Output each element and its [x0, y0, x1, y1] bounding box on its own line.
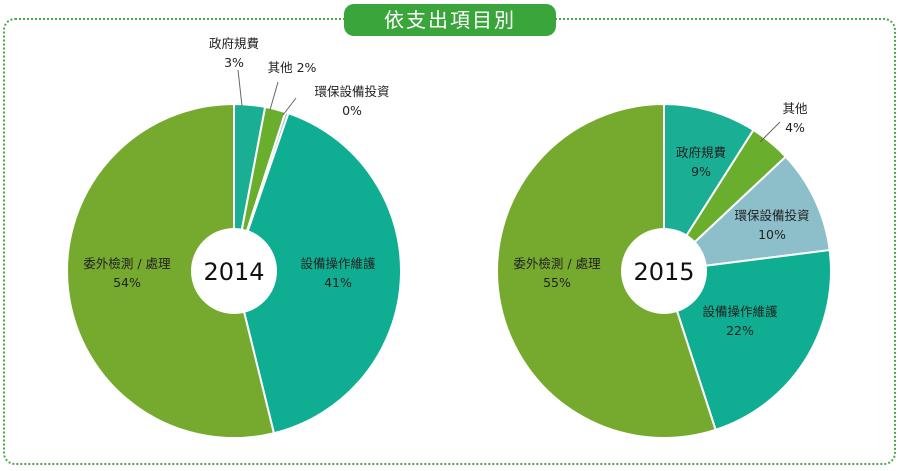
slice-label-outsourced: 委外檢測 / 處理 [513, 256, 601, 271]
slice-label-environmental: 環保設備投資 [734, 208, 809, 223]
pie-center-hole [621, 228, 707, 314]
slice-label-government: 政府規費 [209, 36, 259, 51]
slice-value-environmental: 10% [758, 227, 786, 242]
pie-slice-government [663, 102, 755, 275]
pie-slice-outsourced [66, 102, 276, 439]
slice-value-equipment: 41% [324, 275, 352, 290]
slice-label-equipment: 設備操作維護 [300, 256, 376, 271]
slice-label-equipment: 設備操作維護 [702, 304, 778, 319]
slice-value-outsourced: 54% [113, 275, 141, 290]
slice-value-outsourced: 55% [543, 275, 571, 290]
slice-value-government: 9% [691, 164, 711, 179]
pie-2015: 2015 政府規費 9% 其他 4% 環保設備投資 10% 設備操作維護 22% 委外檢測 / 處… [496, 101, 832, 439]
pie-center-year: 2015 [633, 258, 694, 286]
slice-label-other: 其他 [782, 101, 808, 116]
slice-value-environmental: 0% [342, 103, 362, 118]
pie-slice-environmental [661, 155, 831, 273]
pie-2014: 2014 政府規費 3% 其他 2% 環保設備投資 0% 設備操作維護 41% 委外檢測 / 處… [66, 36, 402, 439]
pie-slice-equipment [662, 248, 832, 432]
pie-slice-outsourced [496, 102, 717, 439]
leader-line-government [237, 69, 243, 107]
slice-label-other: 其他 2% [268, 60, 317, 75]
pie-center-year: 2014 [203, 258, 264, 286]
pie-center-hole [191, 228, 277, 314]
pie-slice-equipment [232, 111, 402, 435]
slice-label-government: 政府規費 [676, 145, 726, 160]
leader-line-other [269, 81, 279, 111]
leader-line-environmental [282, 97, 297, 116]
slice-value-equipment: 22% [726, 323, 754, 338]
leader-line-other [759, 121, 781, 143]
slice-value-other: 4% [785, 120, 805, 135]
slice-value-government: 3% [224, 55, 244, 70]
chart-title: 依支出項目別 [344, 4, 556, 36]
slice-label-outsourced: 委外檢測 / 處理 [83, 256, 171, 271]
slice-label-environmental: 環保設備投資 [314, 84, 389, 99]
